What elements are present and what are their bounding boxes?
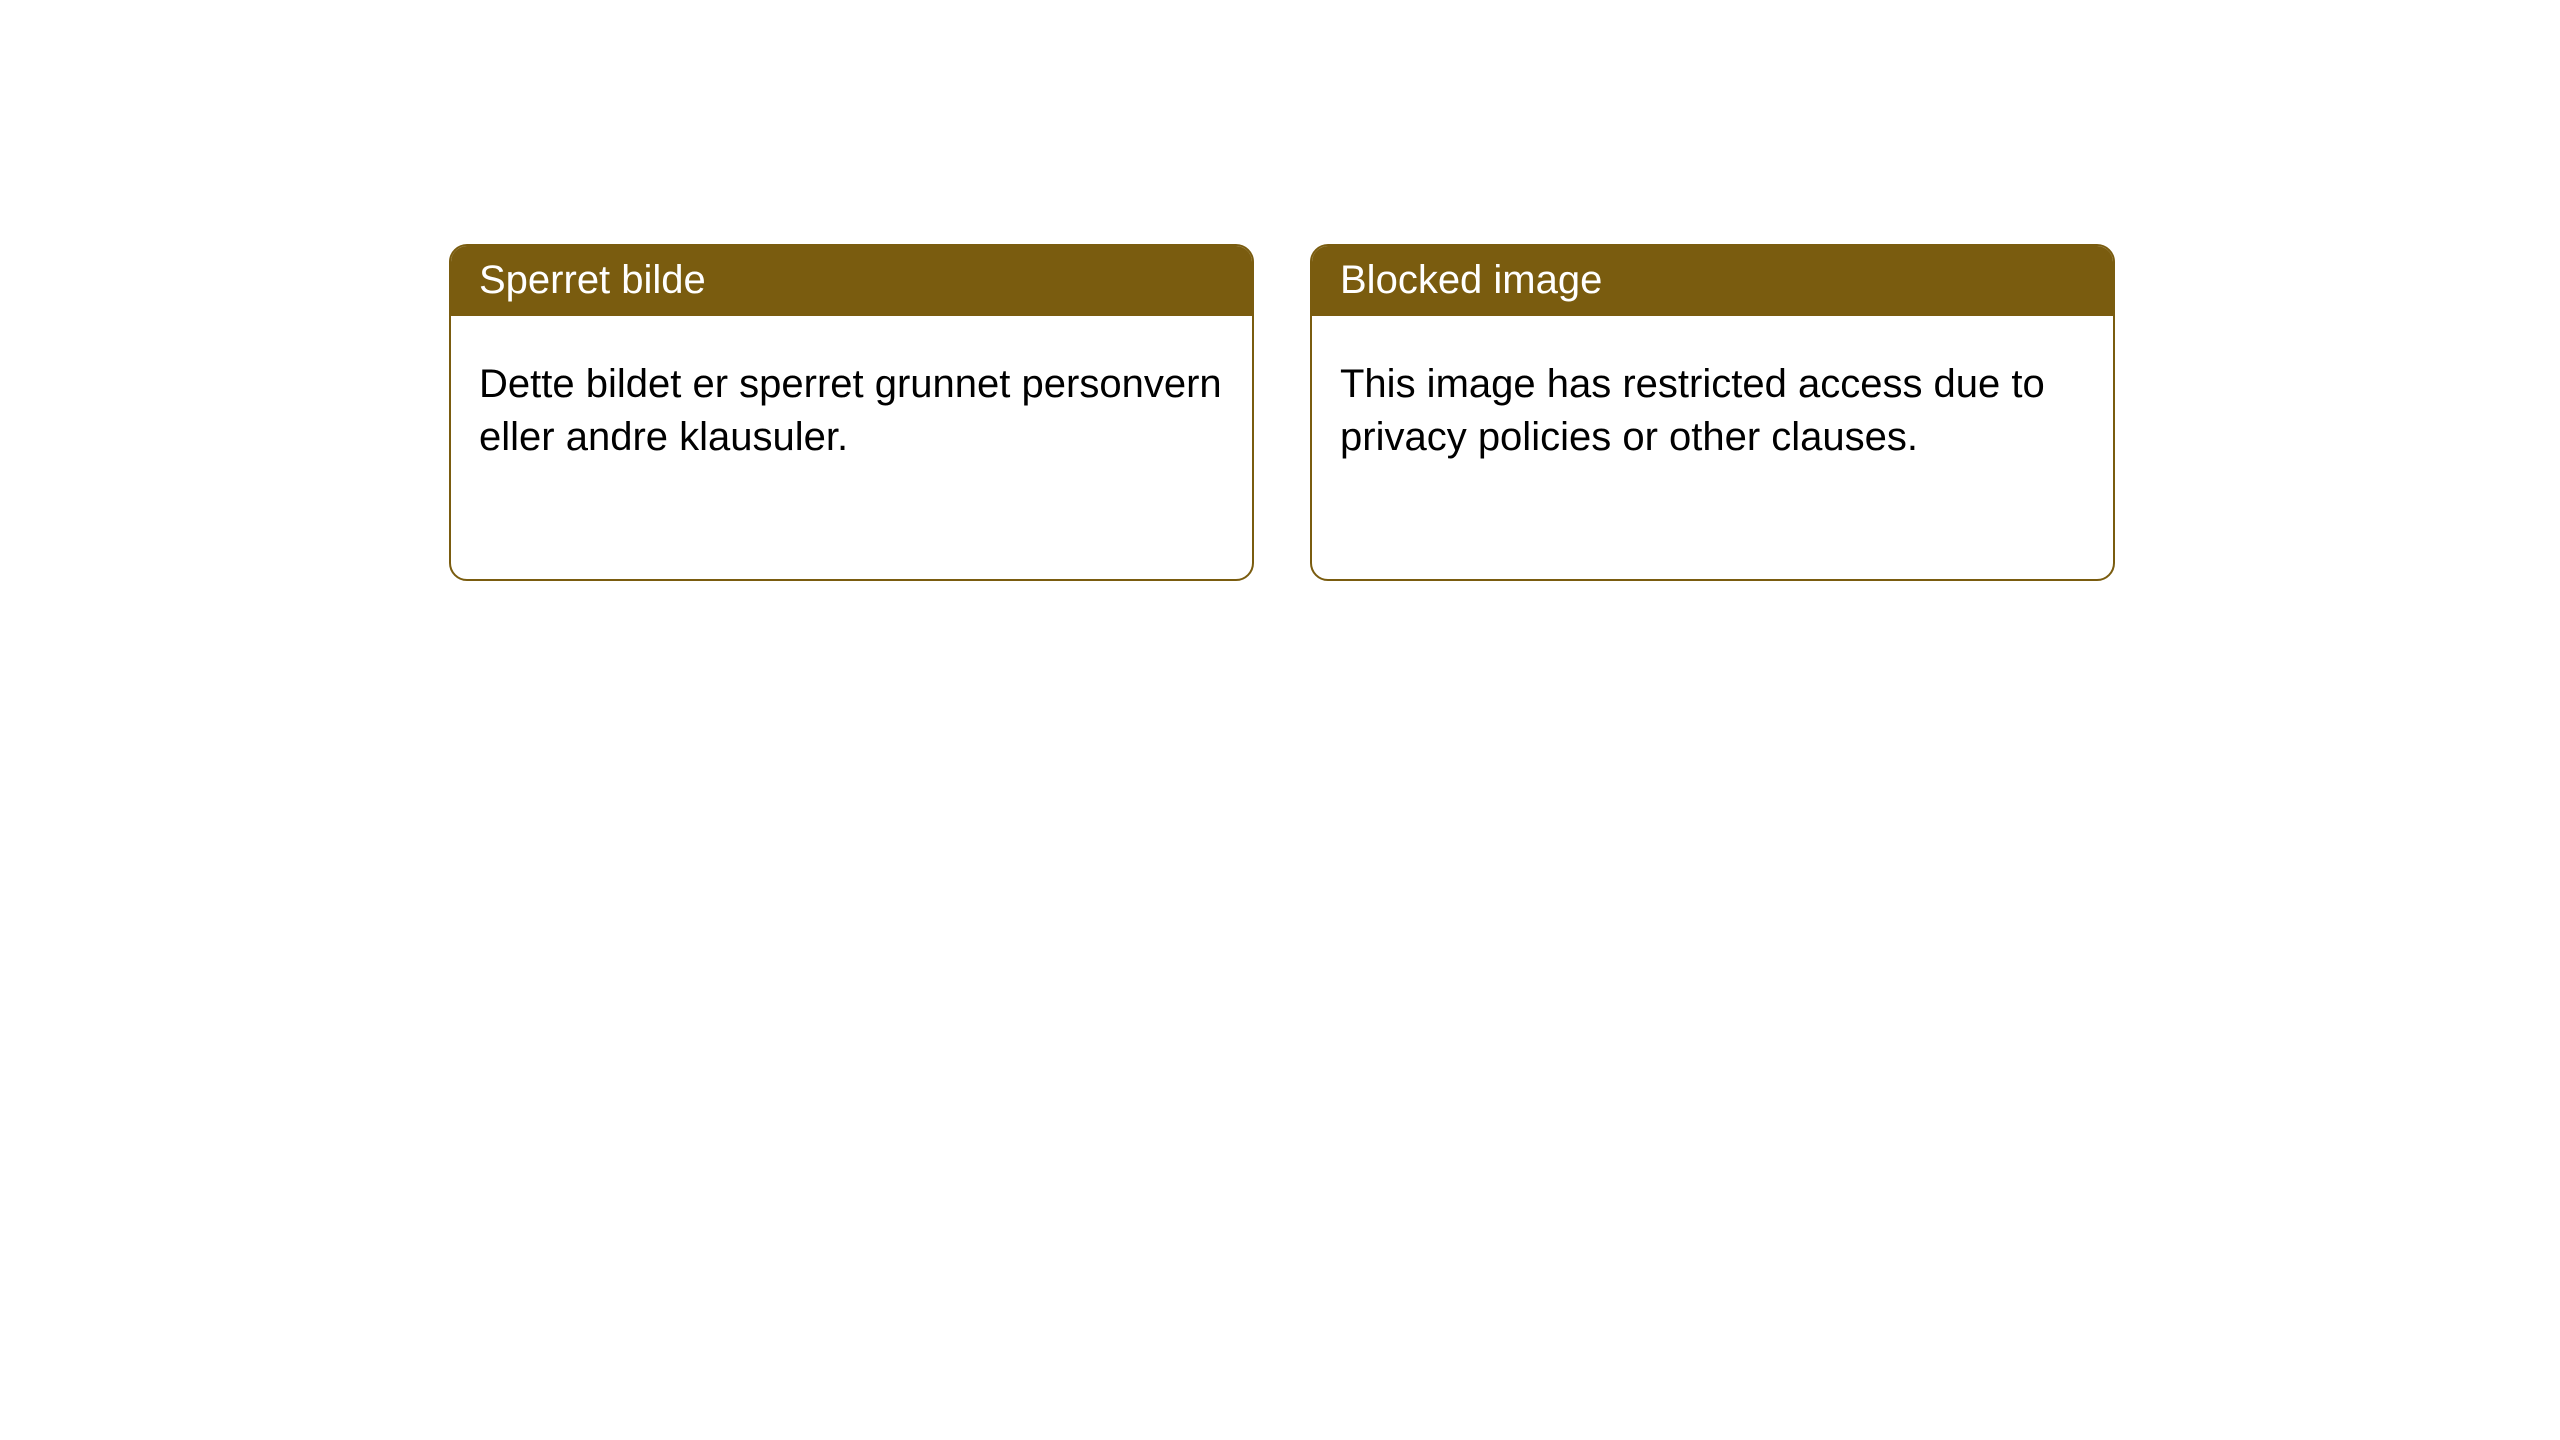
notice-card-english: Blocked image This image has restricted … bbox=[1310, 244, 2115, 581]
notice-body: This image has restricted access due to … bbox=[1312, 316, 2113, 492]
notice-header: Blocked image bbox=[1312, 246, 2113, 316]
notice-body: Dette bildet er sperret grunnet personve… bbox=[451, 316, 1252, 492]
notice-header: Sperret bilde bbox=[451, 246, 1252, 316]
notice-container: Sperret bilde Dette bildet er sperret gr… bbox=[449, 244, 2115, 581]
notice-card-norwegian: Sperret bilde Dette bildet er sperret gr… bbox=[449, 244, 1254, 581]
